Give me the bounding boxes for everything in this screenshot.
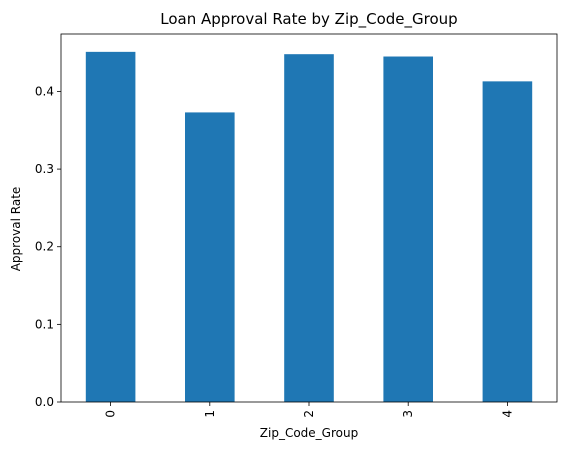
bar-0 bbox=[85, 51, 136, 403]
x-tick-label-3: 3 bbox=[401, 410, 415, 418]
y-tick-label-0.1: 0.1 bbox=[35, 317, 54, 331]
y-axis-label: Approval Rate bbox=[9, 187, 23, 272]
bars-group bbox=[85, 51, 533, 403]
bar-3 bbox=[383, 56, 433, 402]
x-tick-label-4: 4 bbox=[500, 410, 514, 418]
plot-area-frame bbox=[60, 33, 558, 403]
x-axis-ticks: 0 1 2 3 4 bbox=[104, 402, 514, 418]
y-axis-ticks: 0.0 0.1 0.2 0.3 0.4 bbox=[35, 84, 61, 409]
bar-2 bbox=[284, 54, 334, 402]
x-axis-label: Zip_Code_Group bbox=[260, 426, 358, 440]
x-tick-label-2: 2 bbox=[302, 410, 316, 418]
y-tick-label-0.0: 0.0 bbox=[35, 395, 54, 409]
bar-4 bbox=[482, 81, 533, 403]
bar-1 bbox=[185, 112, 235, 402]
x-tick-label-0: 0 bbox=[104, 410, 118, 418]
y-tick-label-0.3: 0.3 bbox=[35, 162, 54, 176]
chart-title: Loan Approval Rate by Zip_Code_Group bbox=[160, 10, 457, 29]
y-tick-label-0.2: 0.2 bbox=[35, 240, 54, 254]
y-tick-label-0.4: 0.4 bbox=[35, 84, 54, 98]
x-tick-label-1: 1 bbox=[203, 410, 217, 418]
